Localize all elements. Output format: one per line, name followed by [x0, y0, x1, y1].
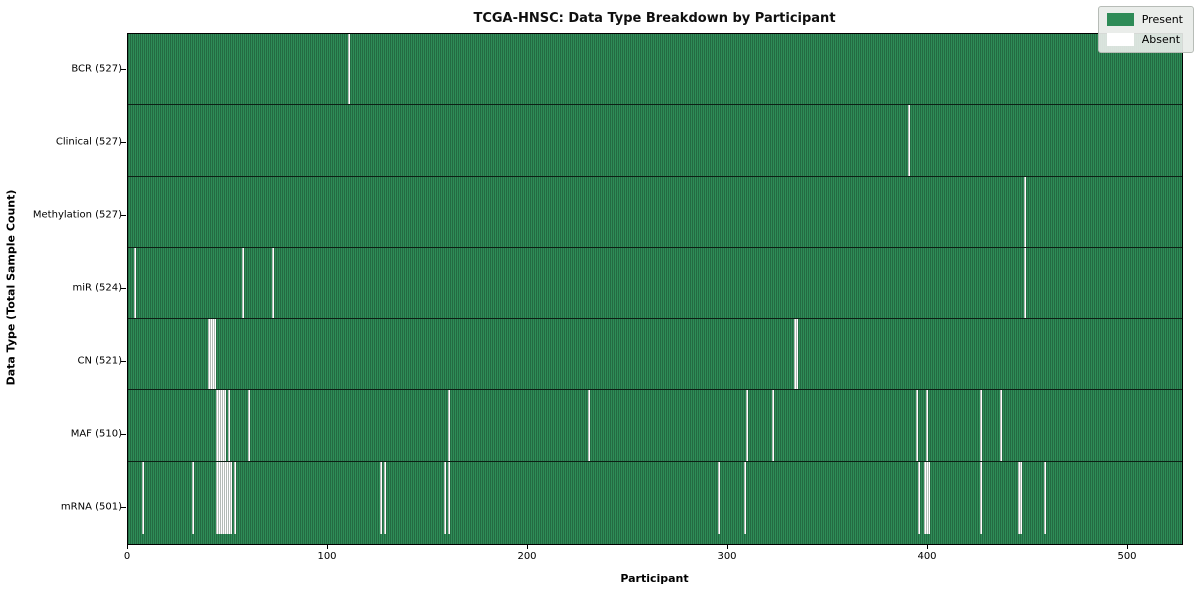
absent-stripe — [746, 390, 748, 461]
absent-stripe — [248, 390, 250, 461]
x-tick-mark — [727, 545, 728, 549]
y-tick-mark — [121, 215, 126, 217]
x-tick-label: 0 — [123, 551, 131, 562]
absent-stripe — [1020, 461, 1022, 535]
absent-stripe — [980, 461, 982, 535]
y-tick-mark — [121, 506, 126, 508]
absent-stripe — [242, 247, 244, 318]
x-tick-mark — [927, 545, 928, 549]
heatmap-rows — [128, 34, 1182, 535]
absent-stripe — [1024, 176, 1026, 247]
absent-stripe — [1024, 247, 1026, 318]
y-tick-label: mRNA (501) — [60, 501, 122, 513]
x-tick-mark — [1127, 545, 1128, 549]
x-tick-mark — [327, 545, 328, 549]
y-tick-mark — [121, 288, 126, 289]
absent-stripe — [384, 461, 386, 535]
absent-stripe — [772, 390, 774, 461]
y-tick-mark — [121, 142, 126, 144]
absent-stripe — [192, 461, 194, 535]
absent-stripe — [718, 461, 720, 535]
y-tick-label: Clinical (527) — [55, 136, 122, 148]
absent-stripe — [448, 390, 450, 461]
absent-stripe — [588, 390, 590, 461]
absent-stripe — [908, 105, 910, 176]
absent-stripe — [134, 247, 136, 318]
y-tick-mark — [121, 433, 126, 435]
heatmap-row — [128, 105, 1182, 177]
heatmap-row — [128, 390, 1182, 462]
x-tick-label: 200 — [517, 551, 537, 562]
absent-stripe — [918, 461, 920, 535]
absent-stripe — [348, 34, 350, 105]
legend-label: Absent — [1141, 33, 1181, 46]
absent-stripe — [980, 390, 982, 461]
legend-swatch-icon — [1106, 13, 1134, 26]
absent-stripe — [224, 390, 226, 461]
absent-stripe — [230, 461, 232, 535]
absent-stripe — [272, 247, 274, 318]
x-axis-label: Participant — [620, 572, 689, 585]
y-tick-label: Methylation (527) — [32, 209, 122, 221]
absent-stripe — [214, 319, 216, 390]
heatmap-row — [128, 247, 1182, 319]
absent-stripe — [926, 390, 928, 461]
x-tick-label: 500 — [1117, 551, 1137, 562]
legend-label: Present — [1141, 13, 1183, 26]
chart-title: TCGA-HNSC: Data Type Breakdown by Partic… — [473, 11, 836, 26]
absent-stripe — [380, 461, 382, 535]
y-tick-mark — [121, 360, 126, 362]
absent-stripe — [1044, 461, 1046, 535]
x-tick-label: 100 — [317, 551, 337, 562]
y-tick-label: MAF (510) — [70, 428, 122, 440]
absent-stripe — [142, 461, 144, 535]
y-tick-label: miR (524) — [72, 282, 122, 294]
absent-stripe — [796, 319, 798, 390]
y-tick-label: BCR (527) — [71, 63, 122, 75]
heatmap-row — [128, 319, 1182, 391]
absent-stripe — [234, 461, 236, 535]
x-tick-label: 300 — [717, 551, 737, 562]
y-tick-label: CN (521) — [77, 355, 122, 367]
x-tick-mark — [127, 545, 128, 549]
x-tick-mark — [527, 545, 528, 549]
legend: Present Absent — [1097, 6, 1194, 53]
legend-entry: Absent — [1106, 33, 1183, 46]
absent-stripe — [448, 461, 450, 535]
legend-entry: Present — [1106, 13, 1183, 26]
x-tick-label: 400 — [917, 551, 937, 562]
heatmap-row — [128, 34, 1182, 106]
absent-stripe — [928, 461, 930, 535]
absent-stripe — [228, 390, 230, 461]
legend-swatch-icon — [1106, 33, 1134, 46]
heatmap-row — [128, 176, 1182, 248]
absent-stripe — [444, 461, 446, 535]
heatmap-row — [128, 461, 1182, 535]
absent-stripe — [744, 461, 746, 535]
y-axis-label: Data Type (Total Sample Count) — [4, 189, 18, 386]
absent-stripe — [1000, 390, 1002, 461]
plot-area — [127, 33, 1183, 545]
absent-stripe — [916, 390, 918, 461]
y-tick-mark — [121, 69, 126, 71]
